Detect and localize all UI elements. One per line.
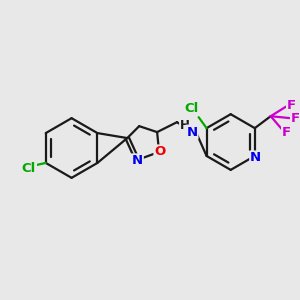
Text: Cl: Cl [22, 162, 36, 176]
Text: F: F [291, 112, 300, 125]
Text: F: F [282, 126, 291, 139]
Text: F: F [287, 99, 296, 112]
Text: N: N [250, 152, 261, 164]
Text: H: H [180, 118, 190, 132]
Text: O: O [154, 146, 166, 158]
Text: N: N [132, 154, 143, 167]
Text: N: N [186, 126, 197, 139]
Text: Cl: Cl [184, 102, 199, 115]
